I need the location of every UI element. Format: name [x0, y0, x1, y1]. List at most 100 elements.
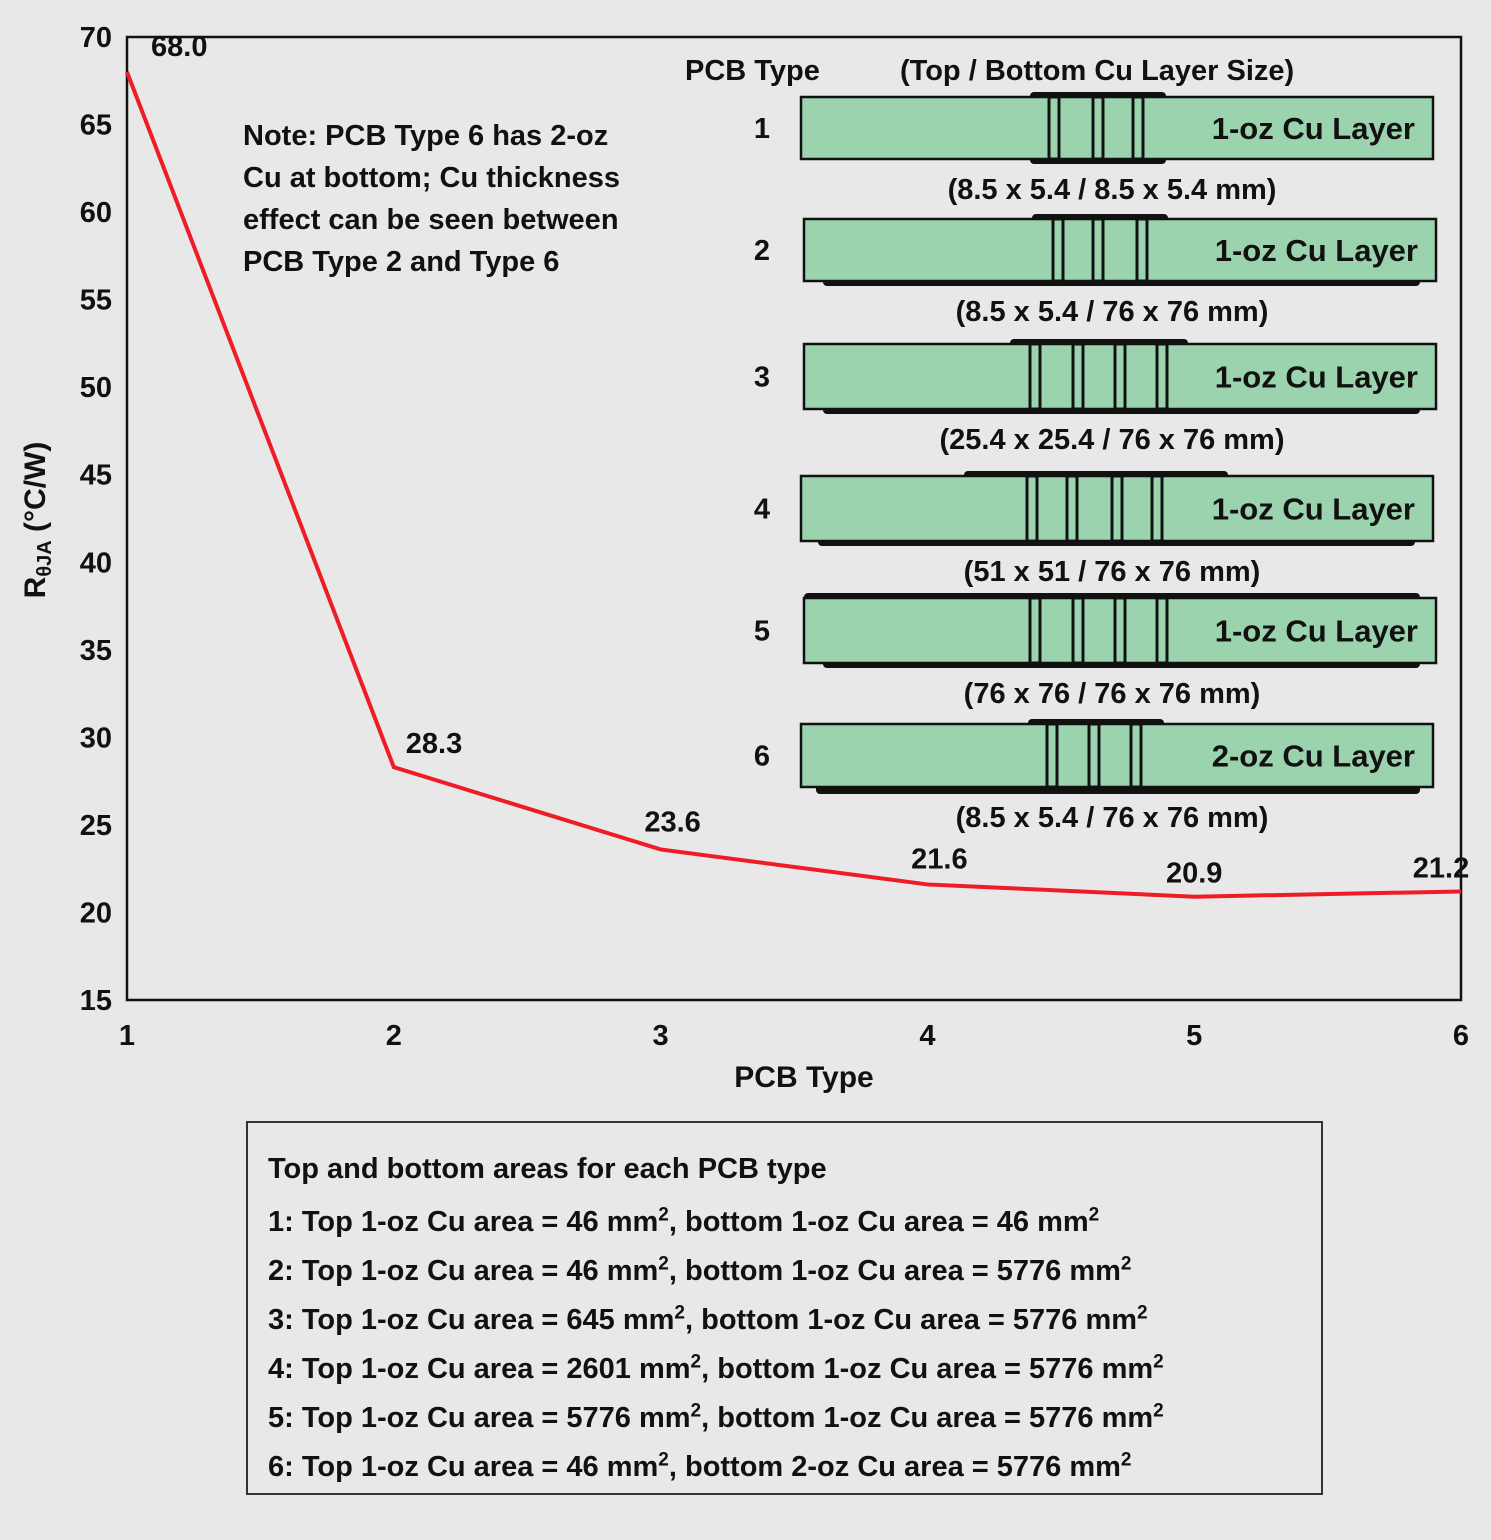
x-tick-label: 3	[653, 1020, 669, 1052]
pcb-board-1: 1 1-oz Cu Layer (8.5 x 5.4 / 8.5 x 5.4 mm)	[754, 92, 1435, 206]
thermal-via	[1113, 342, 1127, 411]
pcb-board-4: 4 1-oz Cu Layer (51 x 51 / 76 x 76 mm)	[754, 471, 1435, 588]
data-label: 21.2	[1413, 852, 1469, 884]
legend-bottom-area: , bottom 1-oz Cu area = 5776 mm	[701, 1402, 1154, 1434]
legend-bottom-area: , bottom 2-oz Cu area = 5776 mm	[668, 1451, 1121, 1483]
thermal-via	[1150, 474, 1164, 543]
cu-layer-label: 1-oz Cu Layer	[1212, 492, 1415, 527]
pcb-type-label: 3	[754, 362, 770, 394]
cu-size-label: (8.5 x 5.4 / 76 x 76 mm)	[956, 296, 1269, 328]
thermal-via	[1071, 342, 1085, 411]
superscript: 2	[1137, 1302, 1148, 1324]
superscript: 2	[690, 1400, 702, 1422]
pcb-inset: PCB Type (Top / Bottom Cu Layer Size) 1 1-o…	[685, 55, 1438, 834]
cu-size-label: (25.4 x 25.4 / 76 x 76 mm)	[940, 424, 1285, 456]
board	[799, 722, 1435, 789]
board	[799, 95, 1435, 161]
data-label: 21.6	[911, 843, 967, 875]
pcb-type-label: 1	[754, 113, 770, 145]
pcb-board-5: 5 1-oz Cu Layer (76 x 76 / 76 x 76 mm)	[754, 593, 1438, 710]
plot-area	[125, 35, 1463, 1002]
y-tick-label: 65	[80, 110, 112, 142]
thermal-via	[1091, 217, 1105, 283]
note-line: Note: PCB Type 6 has 2-oz	[243, 120, 608, 152]
cu-size-label: (8.5 x 5.4 / 76 x 76 mm)	[956, 802, 1269, 834]
thermal-via	[1028, 596, 1042, 665]
x-tick-label: 5	[1186, 1020, 1202, 1052]
cu-size-label: (8.5 x 5.4 / 8.5 x 5.4 mm)	[948, 174, 1277, 206]
cu-layer-label: 1-oz Cu Layer	[1215, 233, 1418, 268]
cu-layer-label: 1-oz Cu Layer	[1215, 360, 1418, 395]
pcb-board-3: 3 1-oz Cu Layer (25.4 x 25.4 / 76 x 76 mm)	[754, 339, 1438, 456]
y-tick-label: 50	[80, 372, 112, 404]
superscript: 2	[1088, 1204, 1100, 1226]
legend-title: Top and bottom areas for each PCB type	[268, 1153, 827, 1185]
thermal-via	[1131, 95, 1145, 161]
legend-bottom-area: , bottom 1-oz Cu area = 5776 mm	[701, 1353, 1154, 1385]
pcb-type-label: 6	[754, 741, 770, 773]
cu-layer-label: 1-oz Cu Layer	[1215, 614, 1418, 649]
note-line: effect can be seen between	[243, 204, 619, 236]
pcb-type-label: 4	[754, 494, 770, 526]
board	[802, 217, 1438, 283]
legend-top-area: 1: Top 1-oz Cu area = 46 mm	[268, 1206, 659, 1238]
note: Note: PCB Type 6 has 2-oz Cu at bottom; C…	[243, 120, 620, 278]
pcb-type-label: 5	[754, 616, 770, 648]
thermal-via	[1155, 342, 1169, 411]
thermal-via	[1028, 342, 1042, 411]
legend-top-area: 3: Top 1-oz Cu area = 645 mm	[268, 1304, 675, 1336]
y-tick-label: 25	[80, 810, 112, 842]
thermal-via	[1091, 95, 1105, 161]
thermal-via	[1155, 596, 1169, 665]
legend-row: 1: Top 1-oz Cu area = 46 mm2, bottom 1-o…	[268, 1198, 1321, 1247]
x-tick-label: 2	[386, 1020, 402, 1052]
legend-row: 6: Top 1-oz Cu area = 46 mm2, bottom 2-o…	[268, 1443, 1321, 1492]
cu-layer-label: 1-oz Cu Layer	[1212, 111, 1415, 146]
x-tick-label: 6	[1453, 1020, 1469, 1052]
data-label: 20.9	[1166, 858, 1222, 890]
legend-top-area: 4: Top 1-oz Cu area = 2601 mm	[268, 1353, 691, 1385]
cu-layer-label: 2-oz Cu Layer	[1212, 739, 1415, 774]
pcb-board-2: 2 1-oz Cu Layer (8.5 x 5.4 / 76 x 76 mm)	[754, 214, 1438, 328]
thermal-via	[1025, 474, 1039, 543]
superscript: 2	[658, 1204, 669, 1226]
legend-row: 3: Top 1-oz Cu area = 645 mm2, bottom 1-…	[268, 1296, 1321, 1345]
pcb-type-label: 2	[754, 235, 770, 267]
legend-bottom-area: , bottom 1-oz Cu area = 5776 mm	[668, 1255, 1121, 1287]
legend-top-area: 6: Top 1-oz Cu area = 46 mm	[268, 1451, 659, 1483]
legend-row: 2: Top 1-oz Cu area = 46 mm2, bottom 1-o…	[268, 1247, 1321, 1296]
x-tick-label: 4	[919, 1020, 935, 1052]
pcb-board-6: 6 2-oz Cu Layer (8.5 x 5.4 / 76 x 76 mm)	[754, 719, 1435, 834]
superscript: 2	[690, 1351, 702, 1373]
thermal-via	[1110, 474, 1124, 543]
legend-row: 5: Top 1-oz Cu area = 5776 mm2, bottom 1…	[268, 1394, 1321, 1443]
y-tick-label: 35	[80, 635, 112, 667]
thermal-via	[1065, 474, 1079, 543]
data-label: 23.6	[644, 806, 700, 838]
y-tick-label: 45	[80, 460, 112, 492]
y-tick-label: 70	[80, 22, 112, 54]
y-tick-label: 20	[80, 897, 112, 929]
legend-top-area: 2: Top 1-oz Cu area = 46 mm	[268, 1255, 659, 1287]
thermal-via	[1045, 722, 1059, 789]
y-tick-label: 15	[80, 985, 112, 1017]
superscript: 2	[658, 1253, 669, 1275]
y-tick-label: 60	[80, 197, 112, 229]
legend-top-area: 5: Top 1-oz Cu area = 5776 mm	[268, 1402, 691, 1434]
inset-header-type: PCB Type	[685, 55, 820, 87]
y-tick-label: 40	[80, 547, 112, 579]
data-label: 28.3	[406, 728, 462, 760]
y-tick-label: 55	[80, 285, 112, 317]
legend-bottom-area: , bottom 1-oz Cu area = 5776 mm	[684, 1304, 1138, 1336]
y-tick-label: 30	[80, 722, 112, 754]
data-label: 68.0	[151, 31, 207, 63]
thermal-via	[1087, 722, 1101, 789]
inset-header-size: (Top / Bottom Cu Layer Size)	[900, 55, 1294, 87]
thermal-via	[1135, 217, 1149, 283]
thermal-via	[1071, 596, 1085, 665]
superscript: 2	[674, 1302, 685, 1324]
y-axis-label: RθJA (°C/W)	[19, 442, 56, 599]
legend-bottom-area: , bottom 1-oz Cu area = 46 mm	[668, 1206, 1089, 1238]
cu-size-label: (76 x 76 / 76 x 76 mm)	[964, 678, 1261, 710]
superscript: 2	[1153, 1400, 1164, 1422]
